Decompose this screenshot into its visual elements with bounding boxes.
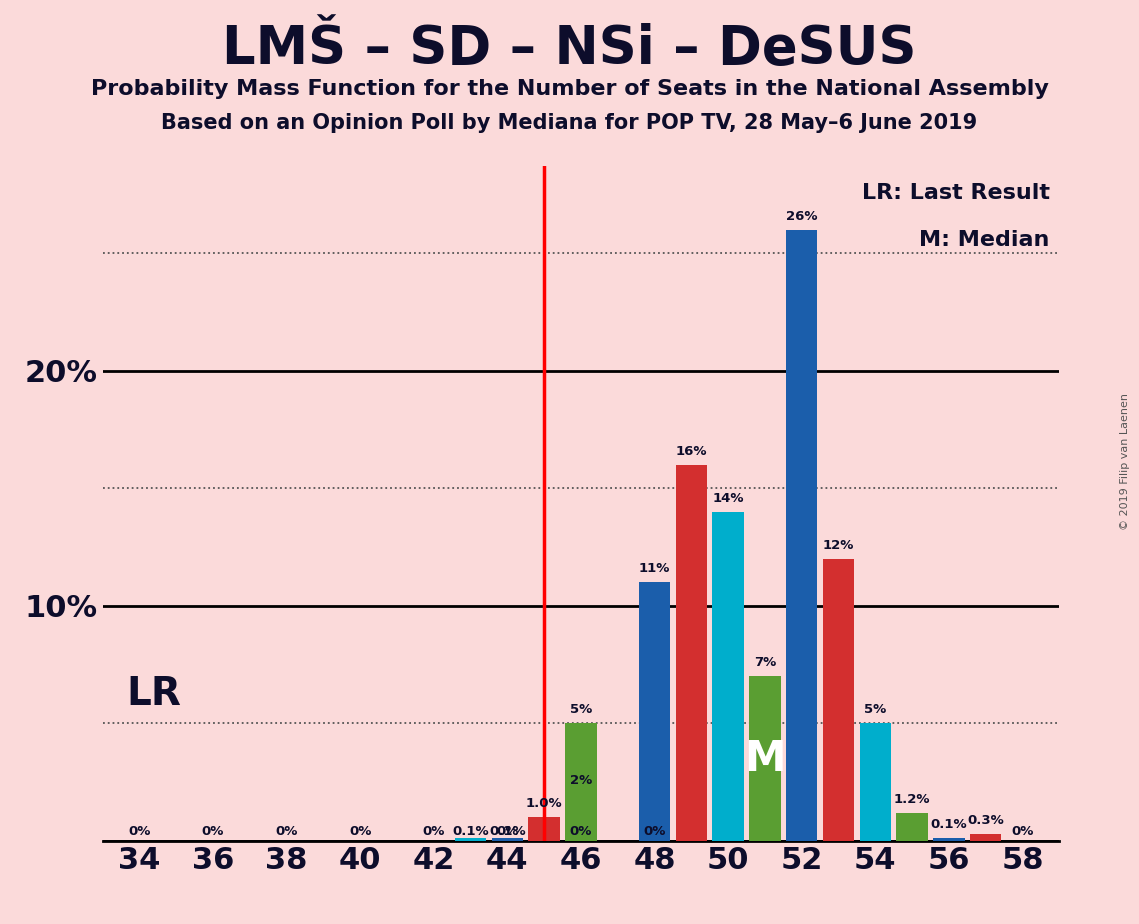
Bar [860,723,891,841]
Bar [565,723,597,841]
Bar [822,559,854,841]
Text: 11%: 11% [639,563,670,576]
Text: Based on an Opinion Poll by Mediana for POP TV, 28 May–6 June 2019: Based on an Opinion Poll by Mediana for … [162,113,977,133]
Bar [970,833,1001,841]
Text: 0%: 0% [1011,825,1034,838]
Text: M: M [744,737,786,780]
Text: 7%: 7% [754,656,776,669]
Text: 0%: 0% [202,825,224,838]
Text: 0.1%: 0.1% [931,819,967,832]
Text: 12%: 12% [822,539,854,552]
Bar [933,838,965,841]
Text: 1.0%: 1.0% [526,797,563,810]
Text: 0.3%: 0.3% [967,814,1005,827]
Text: LR: Last Result: LR: Last Result [862,183,1050,203]
Text: M: Median: M: Median [919,230,1050,250]
Bar [749,676,780,841]
Text: Probability Mass Function for the Number of Seats in the National Assembly: Probability Mass Function for the Number… [91,79,1048,99]
Text: 16%: 16% [675,444,707,457]
Text: 5%: 5% [865,703,886,716]
Bar [565,794,597,841]
Text: 5%: 5% [570,703,592,716]
Text: 0.1%: 0.1% [489,825,525,838]
Text: 0%: 0% [497,825,518,838]
Bar [786,230,818,841]
Bar [639,582,670,841]
Text: 14%: 14% [712,492,744,505]
Text: 2%: 2% [570,773,592,786]
Text: LR: LR [126,675,181,712]
Bar [454,838,486,841]
Bar [675,465,707,841]
Text: 0%: 0% [423,825,445,838]
Text: 0%: 0% [128,825,150,838]
Text: 0%: 0% [570,825,592,838]
Text: 0.1%: 0.1% [452,825,489,838]
Bar [713,512,744,841]
Text: 0%: 0% [644,825,665,838]
Text: 0%: 0% [276,825,297,838]
Text: 0%: 0% [349,825,371,838]
Text: 1.2%: 1.2% [894,793,931,806]
Text: 26%: 26% [786,210,818,223]
Text: © 2019 Filip van Laenen: © 2019 Filip van Laenen [1121,394,1130,530]
Text: LMŠ – SD – NSi – DeSUS: LMŠ – SD – NSi – DeSUS [222,23,917,75]
Bar [528,818,559,841]
Bar [492,838,523,841]
Bar [896,812,927,841]
